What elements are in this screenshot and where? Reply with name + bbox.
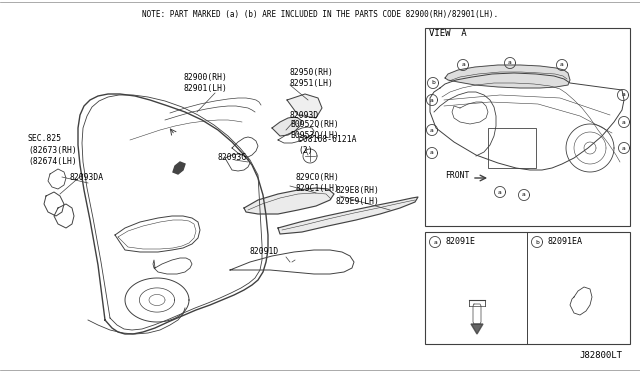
Text: 82950(RH)
82951(LH): 82950(RH) 82951(LH) [290, 68, 334, 89]
Text: a: a [621, 93, 625, 97]
Bar [488, 128, 536, 168]
Text: a: a [433, 240, 437, 244]
Text: a: a [622, 145, 626, 151]
Text: 82091E: 82091E [445, 237, 475, 247]
Text: 82093G: 82093G [218, 154, 247, 163]
Text: B0952Q(RH)
B0953Q(LH): B0952Q(RH) B0953Q(LH) [290, 120, 339, 140]
Text: a: a [508, 61, 512, 65]
Text: a: a [498, 189, 502, 195]
Text: a: a [430, 128, 434, 132]
Text: 829E8(RH)
829E9(LH): 829E8(RH) 829E9(LH) [335, 186, 379, 206]
Text: J82800LT: J82800LT [579, 350, 622, 359]
Text: a: a [560, 62, 564, 67]
Bar [425, 28, 630, 226]
Text: 829C0(RH)
829C1(LH): 829C0(RH) 829C1(LH) [296, 173, 340, 193]
Text: a: a [461, 62, 465, 67]
Polygon shape [244, 188, 334, 214]
Polygon shape [278, 197, 418, 234]
Polygon shape [173, 162, 185, 174]
Text: 82093D: 82093D [290, 110, 319, 119]
Text: 82093DA: 82093DA [70, 173, 104, 183]
Text: a: a [522, 192, 526, 198]
Text: VIEW  A: VIEW A [429, 29, 467, 38]
Text: b: b [535, 240, 539, 244]
Polygon shape [471, 324, 483, 334]
Text: b: b [431, 80, 435, 86]
Text: a: a [430, 97, 434, 103]
Text: 82091D: 82091D [250, 247, 279, 257]
Text: FRONT: FRONT [445, 171, 469, 180]
Text: NOTE: PART MARKED (a) (b) ARE INCLUDED IN THE PARTS CODE 82900(RH)/82901(LH).: NOTE: PART MARKED (a) (b) ARE INCLUDED I… [142, 10, 498, 19]
Polygon shape [272, 117, 302, 136]
Text: 82900(RH)
82901(LH): 82900(RH) 82901(LH) [184, 73, 228, 93]
Text: ©08168-6121A
(2): ©08168-6121A (2) [298, 135, 356, 155]
Polygon shape [445, 65, 570, 88]
Text: 82091EA: 82091EA [547, 237, 582, 247]
Polygon shape [287, 94, 322, 118]
Bar [425, 232, 630, 344]
Text: a: a [622, 119, 626, 125]
Text: a: a [430, 151, 434, 155]
Text: SEC.825
(82673(RH)
(82674(LH): SEC.825 (82673(RH) (82674(LH) [28, 134, 77, 166]
